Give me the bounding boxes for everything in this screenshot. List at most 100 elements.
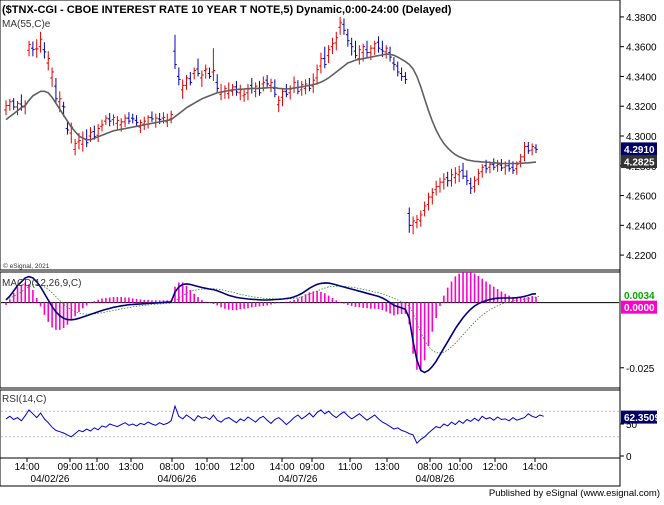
rsi-panel[interactable] — [0, 389, 621, 459]
ohlc-bar — [346, 28, 350, 47]
ohlc-bar — [480, 164, 485, 178]
ohlc-bar — [184, 74, 189, 90]
macd-value-tag-text: 0.0034 — [624, 291, 655, 302]
ohlc-bar — [104, 115, 108, 125]
ohlc-bar — [31, 41, 35, 57]
macd-value-tag: 0.0034 — [621, 288, 657, 302]
ohlc-bar — [349, 37, 354, 56]
time-tick-label: 08:00 — [417, 462, 442, 473]
time-tick-label: 13:00 — [374, 462, 399, 473]
ohlc-bar — [50, 67, 54, 87]
price-axis: 4.38004.36004.34004.32004.30004.28004.26… — [620, 13, 657, 262]
macd-legend: MACD(12,26,9,C) — [2, 278, 81, 289]
ohlc-bar — [265, 74, 269, 87]
ohlc-bar — [353, 40, 358, 59]
ohlc-bar — [242, 88, 246, 102]
ohlc-bar — [476, 168, 481, 186]
date-label: 04/08/26 — [416, 474, 455, 485]
time-tick-label: 10:00 — [447, 462, 472, 473]
rsi-value-tag: 62.3509 — [621, 410, 661, 424]
time-tick-label: 14:00 — [14, 462, 39, 473]
macd-value-tag-box — [621, 288, 657, 302]
ohlc-bar — [534, 144, 538, 154]
ohlc-bar — [46, 51, 51, 71]
ohlc-bar — [418, 210, 423, 227]
ohlc-bar — [311, 73, 316, 93]
ohlc-bar — [468, 177, 473, 195]
ohlc-bar — [134, 115, 139, 126]
ohlc-bar — [211, 48, 216, 81]
ohlc-bar — [173, 34, 177, 69]
macd-hist-tag-text: 0.0000 — [624, 303, 655, 314]
ohlc-bar — [342, 18, 346, 35]
ohlc-bar — [322, 46, 327, 69]
time-tick-label: 11:00 — [85, 462, 110, 473]
ohlc-bar — [465, 170, 469, 186]
ohlc-bar — [403, 71, 408, 84]
macd-line — [5, 275, 537, 374]
ohlc-bar — [330, 37, 335, 55]
ohlc-bar — [269, 78, 273, 93]
ohlc-bar — [8, 98, 12, 111]
ohlc-bar — [442, 173, 446, 190]
ohlc-bar — [449, 168, 454, 187]
ohlc-bar — [395, 61, 400, 77]
time-tick-label: 14:00 — [269, 462, 294, 473]
time-tick-label: 12:00 — [229, 462, 254, 473]
time-tick-label: 13:00 — [118, 462, 143, 473]
ohlc-bar — [127, 112, 131, 125]
ohlc-bar — [518, 153, 523, 168]
ohlc-bar — [315, 64, 319, 85]
price-tick-label: 4.2400 — [626, 221, 657, 232]
ohlc-bar — [177, 67, 181, 86]
date-label: 04/07/26 — [279, 474, 318, 485]
ohlc-bar — [111, 114, 116, 126]
ohlc-bar — [284, 83, 289, 98]
price-tick-label: 4.3000 — [626, 132, 657, 143]
ohlc-bar — [130, 113, 135, 124]
ohlc-bar — [430, 188, 435, 205]
rsi-legend: RSI(14,C) — [2, 394, 46, 405]
ohlc-bar — [280, 88, 285, 107]
ohlc-bar — [334, 31, 339, 51]
ohlc-bar — [150, 111, 154, 122]
ohlc-bar — [253, 82, 258, 98]
price-tick-label: 4.3600 — [626, 43, 657, 54]
ohlc-bar — [453, 167, 458, 184]
publisher-note: Published by eSignal (www.esignal.com) — [489, 488, 660, 499]
ohlc-bar — [115, 115, 120, 131]
rsi-axis: 50 0 — [620, 420, 638, 463]
ohlc-bar — [15, 101, 20, 116]
ma-value-tag: 4.2825 — [621, 155, 657, 169]
ohlc-bar — [457, 165, 461, 183]
rsi-line-group — [5, 404, 544, 445]
ohlc-bar — [27, 40, 31, 57]
ohlc-bar — [438, 177, 442, 193]
ohlc-bar — [434, 180, 438, 196]
ohlc-bar — [499, 159, 504, 171]
ohlc-bar — [319, 52, 323, 74]
ohlc-bar — [472, 176, 477, 193]
price-tick-label: 4.2600 — [626, 192, 657, 203]
ohlc-bar — [54, 77, 58, 104]
ohlc-bar — [299, 80, 304, 96]
macd-hist-tag-box — [621, 300, 657, 314]
rsi-tick-label: 50 — [626, 420, 638, 431]
ohlc-bar — [372, 40, 377, 55]
ohlc-bar — [207, 67, 212, 79]
ohlc-bar — [196, 58, 200, 77]
price-panel[interactable] — [0, 0, 621, 271]
ohlc-bar — [530, 143, 534, 156]
macd-panel[interactable] — [0, 271, 621, 389]
ohlc-bar — [107, 112, 112, 127]
ohlc-bar — [38, 31, 43, 53]
ma-value-tag-text: 4.2825 — [624, 158, 655, 169]
ohlc-bar — [34, 39, 39, 58]
ohlc-bar — [399, 67, 404, 81]
ohlc-bar — [11, 98, 16, 110]
time-tick-label: 12:00 — [482, 462, 507, 473]
ohlc-bar — [422, 201, 427, 217]
price-tick-label: 4.3800 — [626, 13, 657, 24]
